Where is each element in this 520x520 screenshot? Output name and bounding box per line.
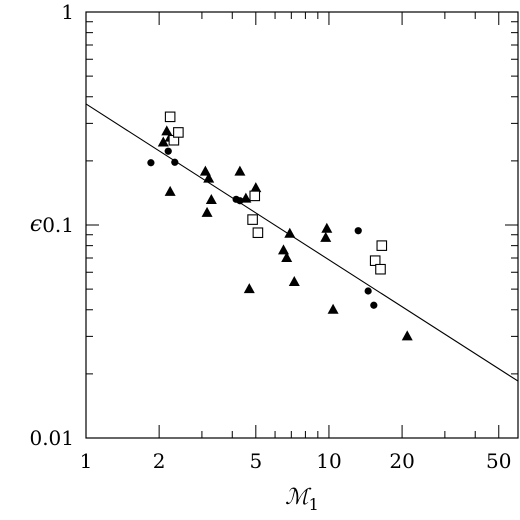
triangle-point [250,182,262,193]
x-tick-label: 50 [486,449,511,473]
y-axis-label: ϵ [30,212,42,237]
triangle-point [205,194,217,205]
square-point [375,263,386,275]
triangle-point [199,165,211,176]
triangle-point [320,231,332,242]
square-point [376,240,388,251]
x-axis-label-main: ℳ [285,485,312,510]
axis-ticks [85,11,519,439]
circle-point [171,158,179,166]
triangle-point [321,222,333,233]
y-tick-label: 0.01 [29,426,74,450]
square-point [173,127,184,138]
x-tick-label: 5 [249,449,262,473]
circle-point [370,301,378,309]
triangle-point [201,206,213,217]
square-point [249,190,261,202]
circle-point [164,147,172,155]
x-tick-label: 2 [153,449,166,473]
square-point [252,227,264,239]
tick-labels: 1 2 5 10 20 50 0.01 0.1 1 [29,0,511,473]
x-axis-label: ℳ1 [285,485,319,514]
data-points [147,111,413,341]
triangle-point [284,227,296,238]
triangle-point [288,276,300,287]
triangle-point [157,136,169,147]
x-tick-label: 20 [389,449,414,473]
triangle-point [281,251,293,262]
triangle-point [277,244,289,255]
triangle-point [164,185,176,196]
y-tick-label: 0.1 [42,213,74,237]
y-tick-label: 1 [61,0,74,24]
triangle-point [203,172,215,183]
triangle-point [401,330,413,341]
triangle-point [327,303,339,314]
triangle-point [243,283,255,294]
square-point [164,111,176,123]
square-point [369,255,381,266]
fit-line [85,103,519,382]
circle-point [354,227,362,235]
x-axis-label-subscript: 1 [309,495,319,514]
x-tick-label: 10 [316,449,341,473]
triangle-point [240,192,252,203]
plot-frame [85,11,519,439]
circle-point [364,287,372,295]
circle-point [147,159,155,167]
triangle-point [234,165,246,176]
x-tick-label: 1 [80,449,93,473]
square-point [247,214,258,225]
